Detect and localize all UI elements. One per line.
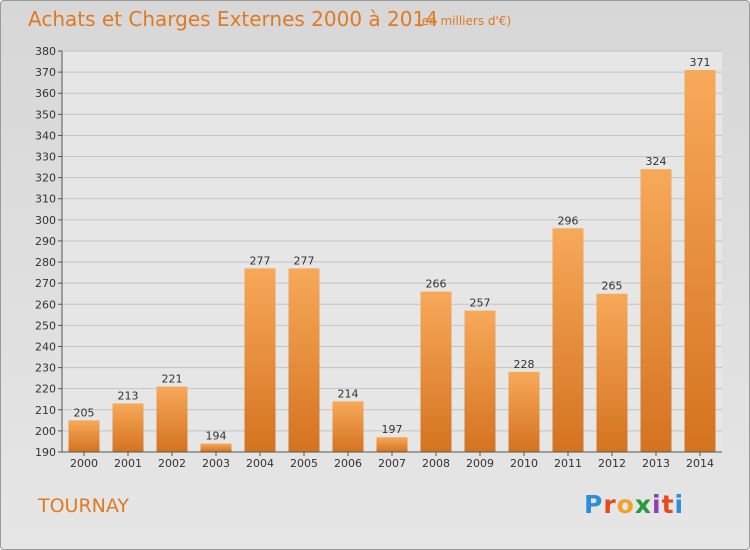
y-tick-label: 240: [35, 340, 56, 353]
bar-value-label: 266: [426, 278, 447, 291]
y-tick-label: 220: [35, 383, 56, 396]
y-tick-label: 320: [35, 172, 56, 185]
bar-2006: [332, 401, 364, 452]
y-tick-label: 350: [35, 108, 56, 121]
bar-2000: [68, 420, 100, 452]
x-tick-label: 2005: [290, 457, 318, 470]
logo-letter: o: [616, 490, 635, 519]
bar-value-label: 371: [690, 56, 711, 69]
bar-2014: [684, 69, 716, 452]
y-tick-label: 300: [35, 214, 56, 227]
y-tick-label: 230: [35, 362, 56, 375]
logo-letter: r: [603, 490, 617, 519]
bar-value-label: 221: [162, 373, 183, 386]
logo-letter: i: [652, 490, 662, 519]
bars: 205 213 221 194 277 277 214 197 266 257 228 296 265 3…: [68, 56, 716, 453]
x-tick-label: 2008: [422, 457, 450, 470]
bar-2012: [596, 293, 628, 452]
chart-unit: (en milliers d'€): [417, 14, 512, 28]
bar-value-label: 324: [646, 155, 667, 168]
logo-letter: x: [634, 490, 652, 519]
x-tick-label: 2009: [466, 457, 494, 470]
x-tick-label: 2002: [158, 457, 186, 470]
x-tick-label: 2003: [202, 457, 230, 470]
bar-value-label: 277: [294, 254, 315, 267]
x-tick-label: 2001: [114, 457, 142, 470]
bar-value-label: 257: [470, 297, 491, 310]
y-tick-label: 210: [35, 404, 56, 417]
bar-value-label: 214: [338, 387, 359, 400]
y-tick-label: 280: [35, 256, 56, 269]
logo-letter: P: [584, 490, 604, 519]
bar-2010: [508, 371, 540, 452]
x-tick-label: 2000: [70, 457, 98, 470]
y-tick-label: 250: [35, 319, 56, 332]
axes: 190 200 210 220 230 240 250 260 270 280 290 300 310 3…: [35, 45, 722, 470]
x-tick-label: 2010: [510, 457, 538, 470]
bar-2002: [156, 386, 188, 452]
bar-2004: [244, 268, 276, 452]
bar-2011: [552, 228, 584, 452]
y-tick-label: 310: [35, 193, 56, 206]
bar-value-label: 277: [250, 254, 271, 267]
y-tick-label: 200: [35, 425, 56, 438]
x-tick-label: 2007: [378, 457, 406, 470]
bar-value-label: 265: [602, 280, 623, 293]
bar-2013: [640, 169, 672, 453]
y-tick-label: 270: [35, 277, 56, 290]
y-tick-label: 190: [35, 446, 56, 459]
bar-value-label: 213: [118, 389, 139, 402]
y-tick-label: 380: [35, 45, 56, 58]
x-tick-label: 2013: [642, 457, 670, 470]
x-tick-label: 2012: [598, 457, 626, 470]
bar-value-label: 197: [382, 423, 403, 436]
y-tick-label: 260: [35, 298, 56, 311]
x-tick-label: 2011: [554, 457, 582, 470]
logo-letter: t: [661, 490, 675, 519]
bar-value-label: 228: [514, 358, 535, 371]
commune-name: TOURNAY: [38, 495, 130, 517]
x-tick-label: 2014: [686, 457, 714, 470]
y-tick-label: 330: [35, 151, 56, 164]
x-tick-label: 2006: [334, 457, 362, 470]
bar-2005: [288, 268, 320, 452]
bar-2007: [376, 437, 408, 452]
bar-value-label: 194: [206, 430, 227, 443]
y-tick-label: 290: [35, 235, 56, 248]
bar-2003: [200, 443, 232, 452]
logo-letter: i: [674, 490, 685, 519]
y-tick-label: 370: [35, 66, 56, 79]
bar-2008: [420, 291, 452, 452]
bar-2009: [464, 310, 496, 452]
y-tick-label: 340: [35, 129, 56, 142]
x-tick-label: 2004: [246, 457, 274, 470]
bar-2001: [112, 403, 144, 452]
bar-value-label: 205: [74, 406, 95, 419]
proxiti-logo: Proxiti: [584, 490, 684, 519]
chart-title: Achats et Charges Externes 2000 à 2014: [28, 7, 438, 31]
bar-value-label: 296: [558, 214, 579, 227]
y-tick-label: 360: [35, 87, 56, 100]
